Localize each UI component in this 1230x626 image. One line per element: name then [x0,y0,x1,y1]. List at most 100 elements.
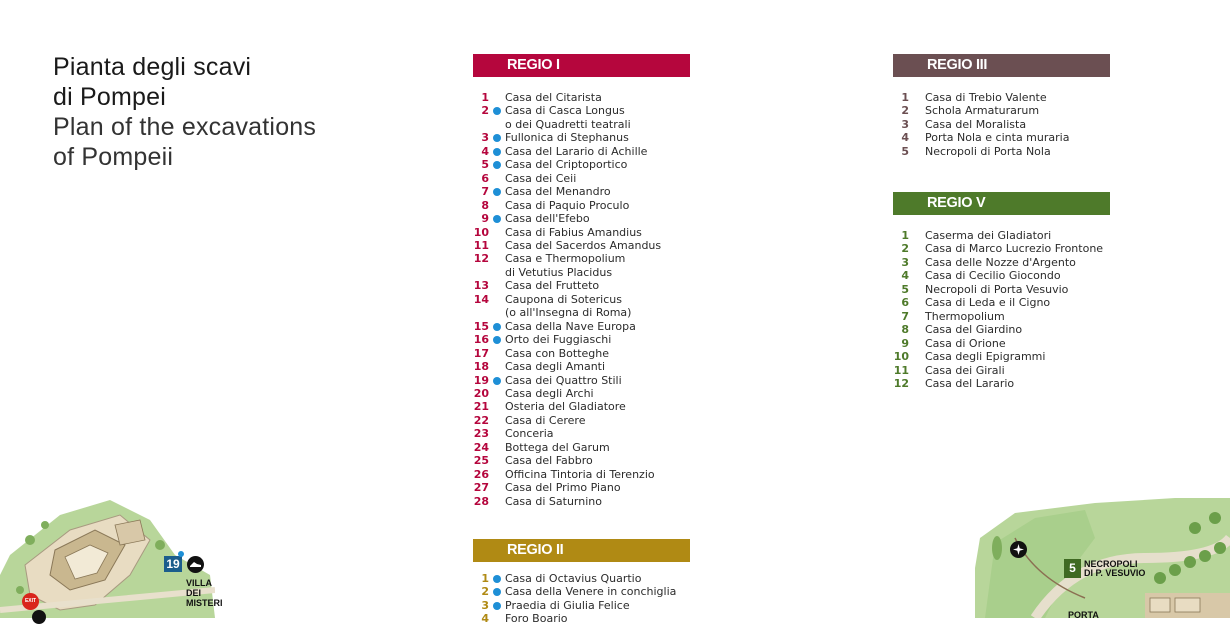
list-item[interactable]: 26 Officina Tintoria di Terenzio [473,468,723,481]
item-name: Casa di Cerere [505,413,586,427]
list-item[interactable]: 14 Caupona di Sotericus (o all'Insegna di … [473,293,723,320]
list-item[interactable]: 16 Orto dei Fuggiaschi [473,333,723,346]
list-item[interactable]: 1 Casa di Trebio Valente [893,91,1143,104]
porta-label: PORTA [1068,610,1099,620]
highlight-dot-icon [493,575,501,583]
regio-3-list: 1 Casa di Trebio Valente 2 Schola Armaturar… [893,91,1143,158]
list-item[interactable]: 4 Casa di Cecilio Giocondo [893,269,1143,282]
item-name: Casa del Moralista [925,117,1027,131]
list-item[interactable]: 10 Casa di Fabius Amandius [473,226,723,239]
item-name: Casa dell'Efebo [505,212,590,226]
list-item[interactable]: 20 Casa degli Archi [473,387,723,400]
item-number: 7 [901,309,909,323]
highlight-dot-icon [493,188,501,197]
list-item[interactable]: 5 Casa del Criptoportico [473,158,723,171]
regio-5-header: REGIO V [893,192,1110,215]
regio-1-header: REGIO I [473,54,690,77]
item-name: Porta Nola e cinta muraria [925,131,1070,145]
item-name: Casa con Botteghe [505,346,610,360]
highlight-dot-icon [493,588,501,597]
list-item[interactable]: 15 Casa della Nave Europa [473,320,723,333]
item-name: Schola Armaturarum [925,104,1040,118]
item-name: Casa del Larario [925,376,1015,390]
list-item[interactable]: 12 Casa e Thermopolium di Vetutius Placidu… [473,252,723,279]
list-item[interactable]: 11 Casa del Sacerdos Amandus [473,239,723,252]
list-item[interactable]: 24 Bottega del Garum [473,441,723,454]
item-number: 4 [901,131,909,145]
list-item[interactable]: 1 Caserma dei Gladiatori [893,229,1143,242]
compass-icon [1010,541,1027,558]
item-number: 3 [481,131,489,145]
regio-5-list: 1 Caserma dei Gladiatori 2 Casa di Marco Lu… [893,229,1143,390]
list-item[interactable]: 6 Casa dei Ceii [473,172,723,185]
list-item[interactable]: 6 Casa di Leda e il Cigno [893,296,1143,309]
site-badge-5[interactable]: 5 [1064,559,1081,578]
list-item[interactable]: 22 Casa di Cerere [473,414,723,427]
list-item[interactable]: 28 Casa di Saturnino [473,495,723,508]
title-italian-line2: di Pompei [53,83,166,111]
list-item[interactable]: 18 Casa degli Amanti [473,360,723,373]
highlight-dot-icon [493,601,501,610]
list-item[interactable]: 4 Casa del Larario di Achille [473,145,723,158]
item-number: 11 [473,238,489,252]
map-fragment-villa-misteri: 19 VILLA DEI MISTERI EXIT [0,495,223,624]
regio-5-section: REGIO V 1 Caserma dei Gladiatori 2 Casa di … [893,192,1143,390]
list-item[interactable]: 9 Casa di Orione [893,337,1143,350]
list-item[interactable]: 17 Casa con Botteghe [473,347,723,360]
list-item[interactable]: 23 Conceria [473,427,723,440]
list-item[interactable]: 4 Porta Nola e cinta muraria [893,131,1143,144]
item-name: Conceria [505,427,554,441]
list-item[interactable]: 21 Osteria del Gladiatore [473,400,723,413]
list-item[interactable]: 13 Casa del Frutteto [473,279,723,292]
map-right-illustration [975,498,1230,621]
list-item[interactable]: 2 Casa della Venere in conchiglia [473,585,723,598]
item-name: Bottega del Garum [505,440,610,454]
list-item[interactable]: 4 Foro Boario [473,612,723,625]
list-item[interactable]: 19 Casa dei Quattro Stili [473,374,723,387]
list-item[interactable]: 3 Fullonica di Stephanus [473,131,723,144]
list-item[interactable]: 12 Casa del Larario [893,377,1143,390]
list-item[interactable]: 3 Casa del Moralista [893,118,1143,131]
item-name: Necropoli di Porta Vesuvio [925,282,1069,296]
item-name: Casa del Primo Piano [505,481,621,495]
list-item[interactable]: 2 Casa di Casca Longus o dei Quadretti tea… [473,104,723,131]
exit-badge[interactable]: EXIT [22,593,39,610]
item-number: 12 [893,376,909,390]
list-item[interactable]: 9 Casa dell'Efebo [473,212,723,225]
item-name: Casa della Nave Europa [505,319,636,333]
item-name-continued: (o all'Insegna di Roma) [505,306,632,320]
list-item[interactable]: 11 Casa dei Girali [893,364,1143,377]
item-number: 5 [481,158,489,172]
list-item[interactable]: 7 Thermopolium [893,310,1143,323]
list-item[interactable]: 1 Casa del Citarista [473,91,723,104]
list-item[interactable]: 2 Casa di Marco Lucrezio Frontone [893,242,1143,255]
highlight-dot-icon [493,376,501,385]
item-number: 8 [901,323,909,337]
item-name: Casa dei Girali [925,363,1005,377]
list-item[interactable]: 8 Casa del Giardino [893,323,1143,336]
list-item[interactable]: 3 Praedia di Giulia Felice [473,599,723,612]
list-item[interactable]: 2 Schola Armaturarum [893,104,1143,117]
item-name: Casa degli Amanti [505,360,606,374]
item-number: 21 [473,400,489,414]
item-number: 15 [473,319,489,333]
list-item[interactable]: 1 Casa di Octavius Quartio [473,572,723,585]
site-badge-19[interactable]: 19 [164,556,182,572]
item-number: 20 [473,386,489,400]
item-name: Casa del Frutteto [505,279,600,293]
list-item[interactable]: 25 Casa del Fabbro [473,454,723,467]
list-item[interactable]: 3 Casa delle Nozze d'Argento [893,256,1143,269]
item-number: 2 [481,104,489,118]
list-item[interactable]: 27 Casa del Primo Piano [473,481,723,494]
list-item[interactable]: 10 Casa degli Epigrammi [893,350,1143,363]
item-name: Casa della Venere in conchiglia [505,585,677,599]
list-item[interactable]: 8 Casa di Paquio Proculo [473,199,723,212]
list-item[interactable]: 5 Necropoli di Porta Vesuvio [893,283,1143,296]
regio-3-header: REGIO III [893,54,1110,77]
necropoli-label-line1: NECROPOLI [1084,559,1138,569]
list-item[interactable]: 7 Casa del Menandro [473,185,723,198]
item-number: 5 [901,282,909,296]
item-name: Casa di Leda e il Cigno [925,296,1051,310]
item-number: 18 [473,360,489,374]
list-item[interactable]: 5 Necropoli di Porta Nola [893,145,1143,158]
